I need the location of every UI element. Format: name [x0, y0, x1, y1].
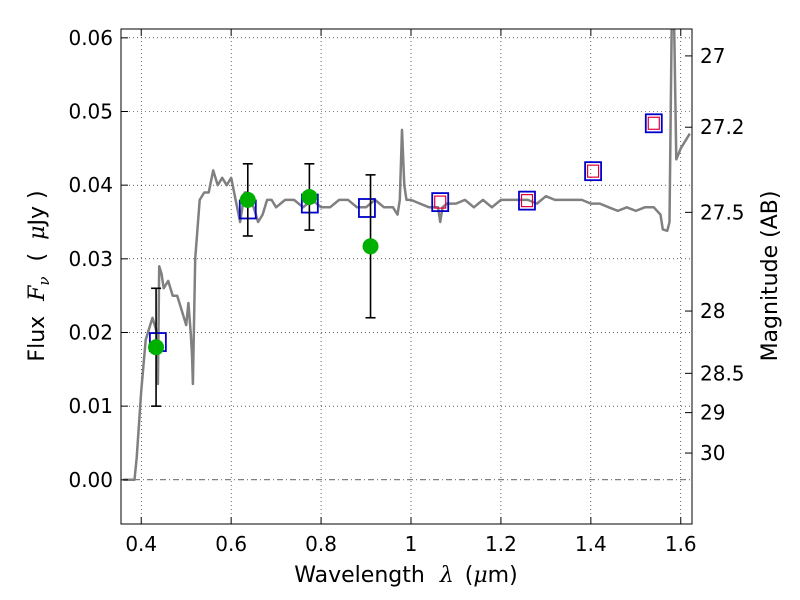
spectrum-line	[123, 29, 691, 482]
x-tick-label: 1.6	[665, 532, 697, 556]
nir-box-point	[520, 194, 534, 208]
model-box-point	[644, 113, 663, 134]
x-tick-label: 0.8	[305, 532, 337, 556]
y-tick-label: 0.03	[68, 247, 113, 271]
x-tick-label: 0.4	[125, 532, 157, 556]
y2-tick-label: 29	[700, 401, 725, 425]
nir-box-point	[586, 164, 600, 178]
observed-point	[239, 191, 256, 208]
model-box-point	[584, 161, 602, 182]
y-tick-label: 0.02	[68, 320, 113, 344]
y2-axis-label: Magnitude (AB)	[758, 191, 783, 362]
observed-point	[362, 238, 379, 255]
y2-tick-label: 28.5	[700, 361, 745, 385]
y2-axis: 27 27.2 27.5 28 28.5 29 30	[685, 44, 745, 465]
model-box-point	[358, 198, 376, 218]
y-tick-label: 0.00	[68, 468, 113, 492]
model-box-point	[518, 190, 536, 211]
x-axis: 0.4 0.6 0.8 1 1.2 1.4 1.6	[125, 29, 697, 556]
y2-tick-label: 27	[700, 44, 725, 68]
grid-lines	[121, 29, 692, 524]
observed-point	[148, 339, 165, 356]
nir-box-point	[434, 195, 447, 209]
nir-box-point	[647, 116, 660, 130]
y2-tick-label: 27.2	[700, 115, 745, 139]
plot-area	[123, 29, 691, 482]
y-tick-label: 0.05	[68, 100, 113, 124]
y2-tick-label: 28	[700, 299, 725, 323]
x-axis-label: Wavelength λ (μm)	[294, 563, 517, 588]
x-tick-label: 1.2	[485, 532, 517, 556]
x-tick-label: 1	[405, 532, 418, 556]
y-axis-label: Flux Fν ( μJy )	[25, 190, 55, 361]
model-box-point	[431, 192, 450, 213]
observed-point	[301, 188, 318, 205]
y-axis: 0.00 0.01 0.02 0.03 0.04 0.05 0.06	[68, 26, 128, 492]
plot-frame	[120, 28, 693, 525]
y-tick-label: 0.06	[68, 26, 113, 50]
y-tick-label: 0.04	[68, 173, 113, 197]
x-tick-label: 1.4	[575, 532, 607, 556]
y-tick-label: 0.01	[68, 394, 113, 418]
y2-tick-label: 27.5	[700, 200, 745, 224]
x-tick-label: 0.6	[215, 532, 247, 556]
y2-tick-label: 30	[700, 441, 725, 465]
